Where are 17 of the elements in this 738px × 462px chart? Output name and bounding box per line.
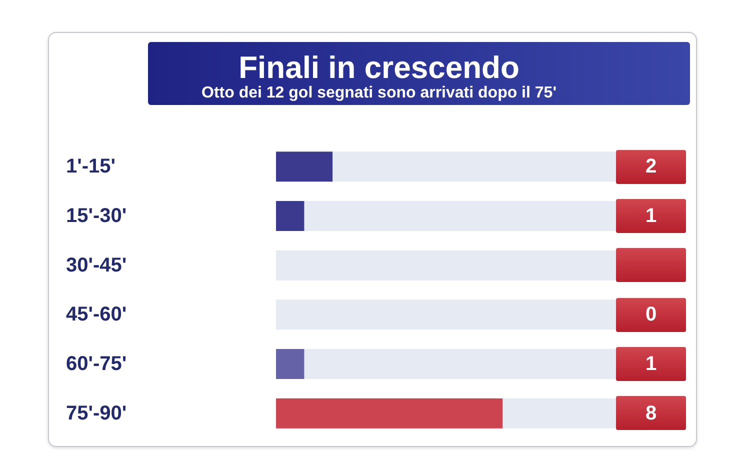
y-tick-label: 75'-90' xyxy=(66,402,127,424)
y-tick-label: 60'-75' xyxy=(66,353,127,375)
data-label: 0 xyxy=(645,304,657,326)
bar xyxy=(276,349,304,379)
bar xyxy=(276,398,503,428)
data-label: 1 xyxy=(645,353,657,375)
chart-title: Finali in crescendo xyxy=(238,50,520,85)
y-tick-label: 30'-45' xyxy=(66,254,127,276)
y-tick-label: 45'-60' xyxy=(66,304,127,326)
data-label: 2 xyxy=(645,156,657,178)
y-tick-label: 15'-30' xyxy=(66,205,127,227)
chart-subtitle: Otto dei 12 gol segnati sono arrivati dopo il 75' xyxy=(202,84,556,102)
data-label: 1 xyxy=(645,205,657,227)
y-tick-label: 1'-15' xyxy=(66,156,116,178)
bar xyxy=(276,201,304,231)
bar xyxy=(276,152,333,182)
data-label: 8 xyxy=(645,402,657,424)
